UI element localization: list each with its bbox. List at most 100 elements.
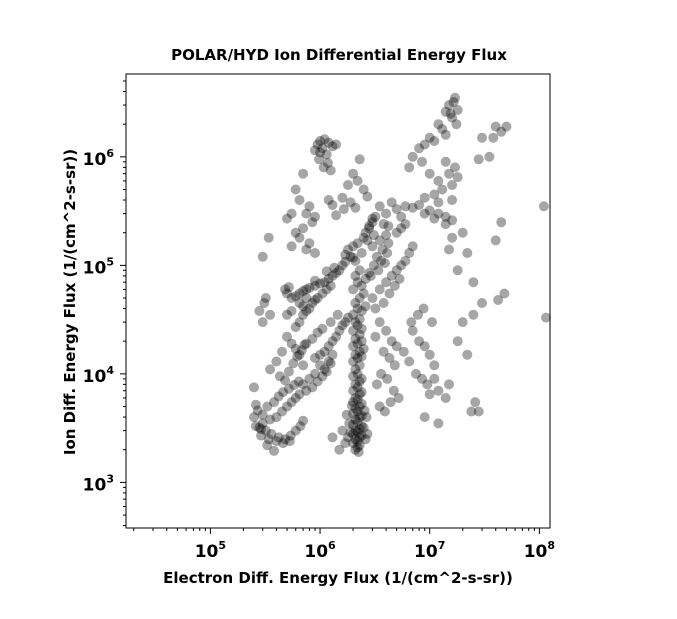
data-point bbox=[298, 360, 309, 371]
data-point bbox=[450, 92, 460, 103]
data-point bbox=[370, 211, 381, 222]
data-point bbox=[356, 336, 367, 347]
data-point bbox=[406, 317, 417, 328]
data-point bbox=[340, 256, 351, 267]
data-point bbox=[348, 385, 359, 396]
data-point bbox=[310, 368, 320, 379]
data-point bbox=[350, 414, 361, 425]
data-point bbox=[312, 139, 323, 150]
data-point bbox=[327, 336, 338, 347]
data-point bbox=[384, 288, 395, 299]
data-point bbox=[337, 192, 348, 203]
data-point bbox=[376, 255, 387, 266]
data-point bbox=[364, 223, 375, 234]
data-point bbox=[354, 154, 365, 165]
data-point bbox=[501, 121, 512, 132]
data-point bbox=[356, 351, 367, 362]
data-point bbox=[348, 371, 359, 382]
data-point bbox=[452, 336, 463, 347]
data-point bbox=[304, 238, 315, 249]
data-point bbox=[265, 364, 276, 375]
data-point bbox=[371, 379, 382, 390]
data-point bbox=[319, 364, 330, 375]
data-point bbox=[388, 385, 399, 396]
data-point bbox=[352, 427, 363, 438]
data-point bbox=[325, 358, 336, 369]
data-point bbox=[396, 260, 407, 271]
data-point bbox=[350, 425, 361, 436]
data-point bbox=[266, 428, 277, 439]
data-point bbox=[496, 217, 507, 228]
data-point bbox=[282, 309, 292, 320]
data-point bbox=[433, 119, 444, 130]
data-point bbox=[262, 440, 273, 451]
data-point bbox=[345, 427, 356, 438]
data-point bbox=[282, 288, 292, 299]
data-point bbox=[367, 293, 378, 303]
data-point bbox=[354, 360, 365, 371]
data-point bbox=[350, 270, 361, 281]
data-point bbox=[277, 406, 287, 417]
data-point bbox=[282, 213, 292, 224]
data-point bbox=[327, 432, 338, 443]
data-point bbox=[295, 421, 306, 432]
data-point bbox=[350, 333, 361, 344]
data-point bbox=[260, 293, 271, 303]
data-point bbox=[381, 230, 392, 241]
data-point bbox=[367, 217, 378, 228]
data-point bbox=[307, 298, 318, 308]
points-layer bbox=[249, 92, 551, 458]
data-point bbox=[348, 341, 359, 352]
data-point bbox=[298, 309, 309, 320]
data-point bbox=[382, 373, 393, 384]
data-point bbox=[298, 286, 309, 296]
data-point bbox=[383, 221, 394, 232]
data-point bbox=[263, 434, 274, 445]
data-point bbox=[343, 244, 353, 255]
data-point bbox=[348, 397, 359, 408]
data-point bbox=[352, 353, 363, 363]
data-point bbox=[367, 213, 378, 224]
data-point bbox=[273, 391, 284, 402]
data-point bbox=[254, 306, 265, 316]
data-point bbox=[364, 268, 375, 278]
data-point bbox=[319, 346, 330, 357]
y-tick-label: 103 bbox=[83, 472, 114, 495]
data-point bbox=[356, 410, 367, 421]
data-point bbox=[263, 232, 274, 243]
data-point bbox=[364, 221, 375, 232]
data-point bbox=[286, 241, 297, 252]
data-point bbox=[350, 393, 361, 403]
data-point bbox=[352, 320, 363, 331]
data-point bbox=[301, 338, 312, 349]
data-point bbox=[285, 430, 296, 441]
data-point bbox=[352, 368, 363, 379]
data-point bbox=[490, 235, 501, 246]
data-point bbox=[288, 358, 299, 369]
data-point bbox=[452, 172, 463, 183]
data-point bbox=[354, 424, 365, 435]
data-point bbox=[283, 282, 294, 293]
data-point bbox=[301, 385, 312, 396]
data-point bbox=[290, 343, 301, 354]
data-point bbox=[312, 293, 323, 303]
data-point bbox=[280, 284, 291, 295]
y-tick-label: 106 bbox=[83, 147, 115, 170]
data-point bbox=[348, 252, 359, 263]
data-point bbox=[252, 405, 263, 416]
data-point bbox=[356, 421, 367, 432]
data-point bbox=[417, 156, 427, 167]
data-point bbox=[356, 323, 367, 334]
data-point bbox=[383, 238, 394, 249]
data-point bbox=[424, 168, 435, 179]
data-point bbox=[301, 244, 312, 255]
data-point bbox=[294, 195, 305, 205]
data-point bbox=[340, 249, 351, 260]
data-point bbox=[265, 414, 276, 425]
data-point bbox=[348, 438, 359, 449]
data-point bbox=[354, 432, 365, 443]
data-point bbox=[284, 436, 295, 447]
data-point bbox=[391, 265, 402, 276]
data-point bbox=[407, 325, 418, 336]
data-point bbox=[352, 175, 363, 186]
